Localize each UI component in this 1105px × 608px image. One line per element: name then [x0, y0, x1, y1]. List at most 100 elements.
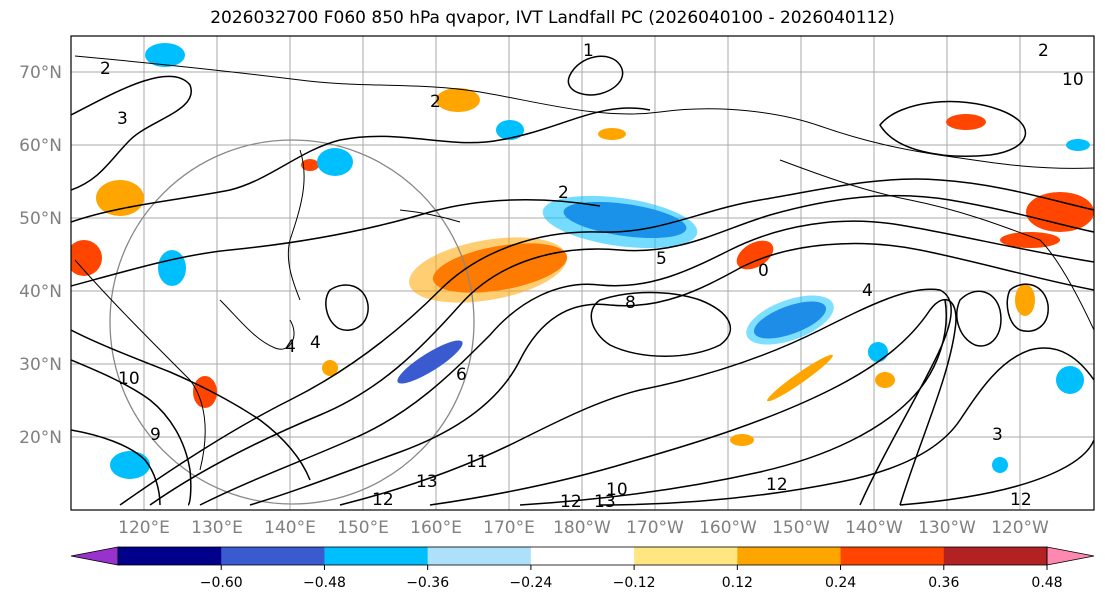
lon-tick-label: 130°E — [191, 518, 243, 538]
lat-tick-label: 30°N — [19, 355, 62, 375]
colorbar-segment — [221, 547, 325, 565]
negative-anomaly — [158, 250, 186, 286]
contour-line — [71, 75, 193, 191]
negative-anomaly — [496, 120, 524, 140]
ivt-contours — [71, 55, 1094, 506]
positive-anomaly — [1000, 232, 1060, 248]
colorbar-segment — [943, 547, 1048, 565]
contour-line — [339, 288, 952, 506]
longitude-labels: 120°E 130°E 140°E 150°E 160°E 170°E 180°W 170°W… — [118, 518, 1049, 538]
negative-anomaly — [317, 148, 353, 176]
contour-label: 6 — [456, 365, 467, 385]
colorbar-tick-label: −0.60 — [200, 575, 243, 591]
lon-tick-label: 150°E — [337, 518, 389, 538]
lon-tick-label: 120°E — [118, 518, 170, 538]
lat-tick-label: 20°N — [19, 428, 62, 448]
colorbar-tick-label: 0.12 — [722, 575, 753, 591]
colorbar-tick-label: 0.24 — [825, 575, 856, 591]
lon-tick-label: 130°W — [918, 518, 976, 538]
arctic-coast — [74, 55, 1094, 169]
lon-tick-label: 160°E — [410, 518, 462, 538]
contour-labels: 2 1 2 2 2 3 4 5 6 10 11 12 13 12 10 12 1… — [100, 41, 1084, 512]
contour-line — [71, 359, 192, 506]
contour-label: 4 — [285, 337, 296, 357]
contour-line — [71, 107, 651, 223]
lat-tick-label: 50°N — [19, 209, 62, 229]
colorbar-tick-label: 0.48 — [1031, 575, 1062, 591]
negative-anomaly — [746, 295, 834, 345]
contour-line — [119, 178, 1094, 506]
lon-tick-label: 140°W — [845, 518, 903, 538]
contour-closed — [590, 291, 732, 357]
contour-label: 10 — [606, 480, 628, 500]
lon-tick-label: 170°W — [626, 518, 684, 538]
contour-label: 13 — [416, 472, 438, 492]
colorbar-tick-label: −0.36 — [406, 575, 449, 591]
plot-title: 2026032700 F060 850 hPa qvapor, IVT Land… — [210, 8, 895, 28]
contour-label: 0 — [758, 261, 769, 281]
negative-anomaly — [397, 340, 463, 384]
contour-line — [149, 194, 1094, 506]
lon-tick-label: 160°W — [699, 518, 757, 538]
latitude-labels: 70°N 60°N 50°N 40°N 30°N 20°N — [19, 63, 62, 448]
positive-anomaly — [598, 128, 626, 140]
contour-line — [71, 199, 601, 287]
lat-tick-label: 70°N — [19, 63, 62, 83]
contour-label: 2 — [100, 59, 111, 79]
lon-tick-label: 180°W — [553, 518, 611, 538]
positive-anomaly — [730, 434, 754, 446]
negative-anomaly — [110, 451, 150, 479]
contour-label: 2 — [430, 92, 441, 112]
colorbar: −0.60 −0.48 −0.36 −0.24 −0.12 0.12 0.24 0.36 0.4… — [70, 546, 1095, 591]
alaska-coast — [779, 159, 1094, 331]
contour-line — [249, 242, 1094, 506]
lat-tick-label: 40°N — [19, 282, 62, 302]
positive-anomaly — [301, 159, 319, 171]
colorbar-segment — [324, 547, 429, 565]
colorbar-segment — [118, 547, 222, 565]
positive-anomaly — [322, 360, 338, 376]
positive-anomaly — [96, 180, 144, 216]
aleutian-chain — [399, 209, 461, 223]
contour-line — [199, 220, 1094, 506]
contour-label: 10 — [118, 369, 140, 389]
colorbar-extend-max — [1046, 546, 1095, 566]
contour-label: 4 — [862, 281, 873, 301]
negative-anomaly — [1056, 366, 1084, 394]
contour-closed — [956, 290, 1002, 347]
positive-anomaly — [875, 372, 895, 388]
positive-anomaly — [767, 354, 833, 402]
contour-line — [899, 439, 1094, 506]
colorbar-tick-label: 0.36 — [928, 575, 959, 591]
colorbar-tick-label: −0.24 — [509, 575, 552, 591]
contour-label: 3 — [992, 425, 1003, 445]
contour-closed — [325, 284, 369, 331]
contour-label: 12 — [766, 475, 788, 495]
colorbar-tick-label: −0.48 — [303, 575, 346, 591]
lon-tick-label: 140°E — [264, 518, 316, 538]
contour-label: 12 — [1010, 490, 1032, 510]
colorbar-extend-min — [70, 546, 119, 566]
contour-line — [429, 298, 957, 506]
positive-anomaly — [946, 114, 986, 130]
contour-label: 11 — [466, 452, 488, 472]
lon-tick-label: 150°W — [772, 518, 830, 538]
graticule — [71, 36, 1094, 510]
coastlines — [74, 55, 1094, 471]
map-frame — [70, 35, 1095, 511]
qvapor-anomaly-fills — [71, 43, 1094, 479]
contour-closed — [879, 100, 1027, 157]
negative-anomaly — [542, 195, 698, 249]
colorbar-frame — [117, 546, 1048, 566]
colorbar-segment — [530, 547, 635, 565]
contour-line — [519, 299, 947, 506]
kamchatka-coast — [287, 149, 305, 301]
positive-anomaly — [1015, 284, 1035, 316]
positive-anomaly — [436, 88, 480, 112]
negative-anomaly — [1066, 139, 1090, 151]
contour-label: 9 — [150, 425, 161, 445]
contour-label: 12 — [560, 492, 582, 512]
contour-label: 4 — [310, 333, 321, 353]
contour-line — [599, 347, 1094, 506]
